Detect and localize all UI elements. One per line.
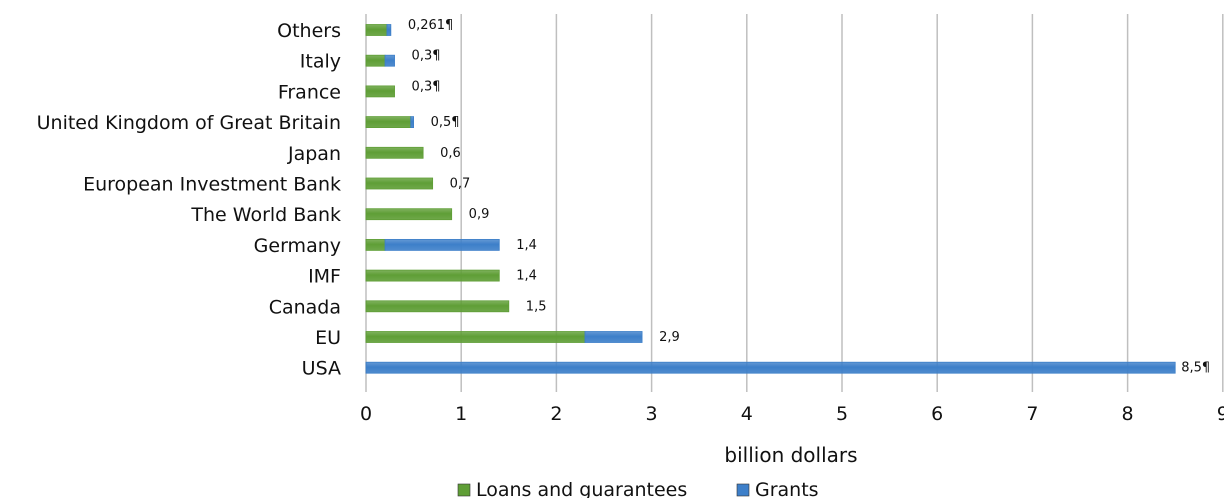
x-tick-label: 6 xyxy=(931,403,943,425)
x-tick-label: 2 xyxy=(550,403,562,425)
category-label: The World Bank xyxy=(190,204,341,226)
data-label: 1,4 xyxy=(516,269,537,284)
x-tick-label: 9 xyxy=(1217,403,1224,425)
data-label: 8,5¶ xyxy=(1181,361,1210,376)
legend: Loans and guarantees Grants xyxy=(457,479,819,498)
x-tick-label: 1 xyxy=(455,403,467,425)
data-label: 0,3¶ xyxy=(412,79,441,94)
data-label: 0,261¶ xyxy=(408,18,454,33)
data-label: 1,4 xyxy=(516,238,537,253)
legend-swatch-loans xyxy=(457,483,471,497)
x-tick-labels: 0 1 2 3 4 5 6 7 8 9 xyxy=(360,403,1224,425)
data-label: 0,3¶ xyxy=(412,49,441,64)
bar-loans xyxy=(365,331,586,343)
x-tick-label: 5 xyxy=(836,403,848,425)
category-label: Germany xyxy=(254,235,341,257)
x-tick-label: 3 xyxy=(646,403,658,425)
data-labels: 0,261¶ 0,3¶ 0,3¶ 0,5¶ 0,6 0,7 0,9 1,4 1,4 1,5 2,9 8… xyxy=(408,18,1210,376)
category-label: Canada xyxy=(269,296,341,318)
data-label: 1,5 xyxy=(526,299,547,314)
bar-loans xyxy=(365,116,412,128)
bar-loans xyxy=(365,238,386,251)
bar-loans xyxy=(365,208,453,221)
category-label: European Investment Bank xyxy=(83,174,341,196)
bar-grants xyxy=(384,238,500,251)
x-tick-label: 4 xyxy=(741,403,753,425)
bar-grants xyxy=(384,54,395,67)
bar-loans xyxy=(365,54,386,67)
gridlines xyxy=(365,14,1224,392)
bar-grants xyxy=(410,116,414,128)
bar-loans xyxy=(365,24,388,36)
bar-loans xyxy=(365,269,500,282)
bar-loans xyxy=(365,146,424,159)
data-label: 0,6 xyxy=(440,146,461,161)
data-label: 0,5¶ xyxy=(431,115,460,130)
x-tick-label: 0 xyxy=(360,403,372,425)
data-label: 0,9 xyxy=(469,207,490,222)
category-label: Japan xyxy=(287,143,341,165)
category-label: Italy xyxy=(300,51,341,73)
x-axis-title: billion dollars xyxy=(724,443,857,467)
x-tick-label: 7 xyxy=(1026,403,1038,425)
data-label: 2,9 xyxy=(659,330,680,345)
category-labels: Others Italy France United Kingdom of Great… xyxy=(37,20,341,380)
legend-label-loans: Loans and guarantees xyxy=(476,479,687,498)
bar-grants xyxy=(584,331,643,343)
bar-loans xyxy=(365,85,395,98)
bars xyxy=(365,24,1176,374)
legend-label-grants: Grants xyxy=(755,479,819,498)
bar-grants xyxy=(365,361,1176,374)
x-tick-label: 8 xyxy=(1122,403,1134,425)
category-label: USA xyxy=(302,358,341,380)
bar-loans xyxy=(365,177,434,190)
data-label: 0,7 xyxy=(450,177,471,192)
category-label: IMF xyxy=(308,266,341,288)
category-label: France xyxy=(278,81,341,103)
category-label: United Kingdom of Great Britain xyxy=(37,112,341,134)
category-label: EU xyxy=(315,327,341,349)
legend-swatch-grants xyxy=(736,483,750,497)
category-label: Others xyxy=(277,20,341,42)
bar-loans xyxy=(365,300,510,313)
bar-grants xyxy=(386,24,392,36)
